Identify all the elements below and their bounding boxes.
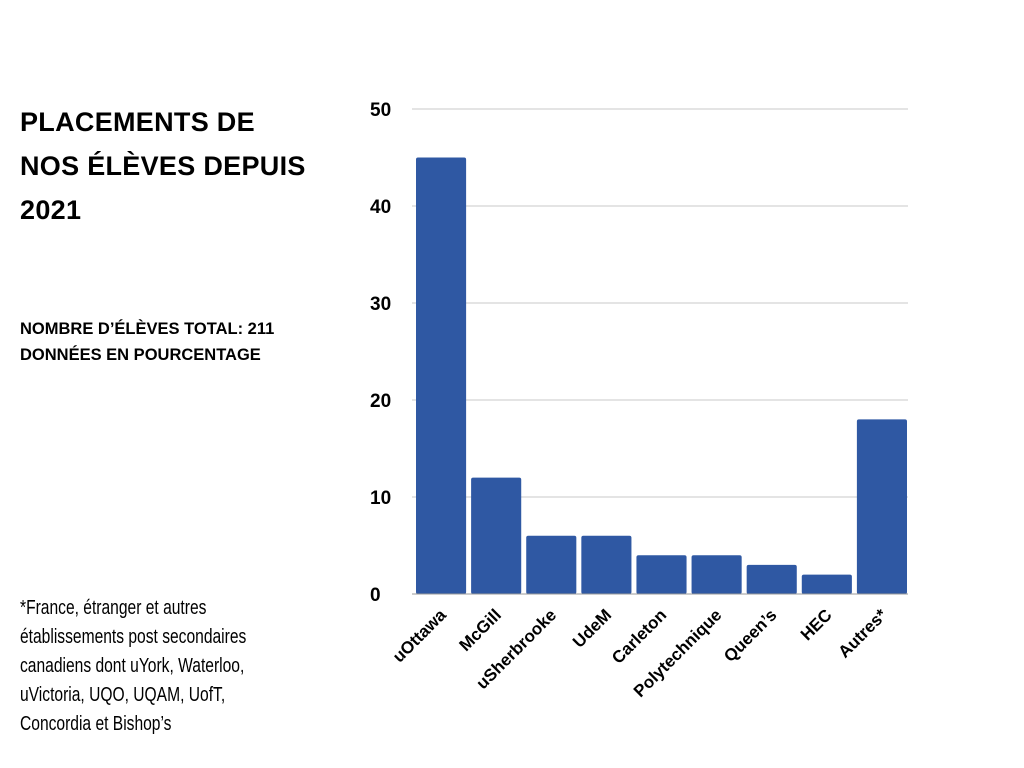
bar (801, 574, 852, 594)
y-tick-label: 10 (370, 488, 391, 509)
title-line: 2021 (20, 195, 82, 225)
bar (691, 555, 742, 594)
bar (581, 535, 632, 594)
title-line: NOS ÉLÈVES DEPUIS (20, 151, 306, 181)
data-unit-note: DONNÉES EN POURCENTAGE (20, 346, 261, 364)
y-tick-label: 20 (370, 391, 391, 412)
x-tick-label: Queen’s (720, 605, 780, 665)
y-tick-label: 50 (370, 100, 391, 121)
total-students: NOMBRE D’ÉLÈVES TOTAL: 211 (20, 320, 275, 338)
subtitle: NOMBRE D’ÉLÈVES TOTAL: 211 DONNÉES EN PO… (20, 316, 274, 368)
footnote-line: *France, étranger et autres (20, 597, 207, 619)
bar (526, 535, 577, 594)
footnote-line: Concordia et Bishop’s (20, 713, 172, 735)
x-tick-label: Autres* (835, 605, 891, 661)
y-tick-label: 40 (370, 197, 391, 218)
footnote-line: uVictoria, UQO, UQAM, UofT, (20, 684, 226, 706)
footnote: *France, étranger et autres établissemen… (20, 594, 332, 739)
x-tick-label: UdeM (569, 605, 615, 651)
bar (746, 564, 797, 594)
x-tick-label: HEC (797, 605, 836, 644)
x-tick-label: uOttawa (389, 605, 450, 666)
bar (636, 555, 687, 594)
footnote-line: établissements post secondaires (20, 626, 247, 648)
y-tick-label: 30 (370, 294, 391, 315)
y-tick-label: 0 (370, 585, 381, 606)
bar (471, 477, 522, 594)
bar (856, 419, 907, 594)
title-line: PLACEMENTS DE (20, 107, 255, 137)
page-title: PLACEMENTS DE NOS ÉLÈVES DEPUIS 2021 (20, 100, 350, 232)
x-tick-label: McGill (455, 605, 505, 655)
footnote-line: canadiens dont uYork, Waterloo, (20, 655, 245, 677)
bar (416, 157, 467, 594)
